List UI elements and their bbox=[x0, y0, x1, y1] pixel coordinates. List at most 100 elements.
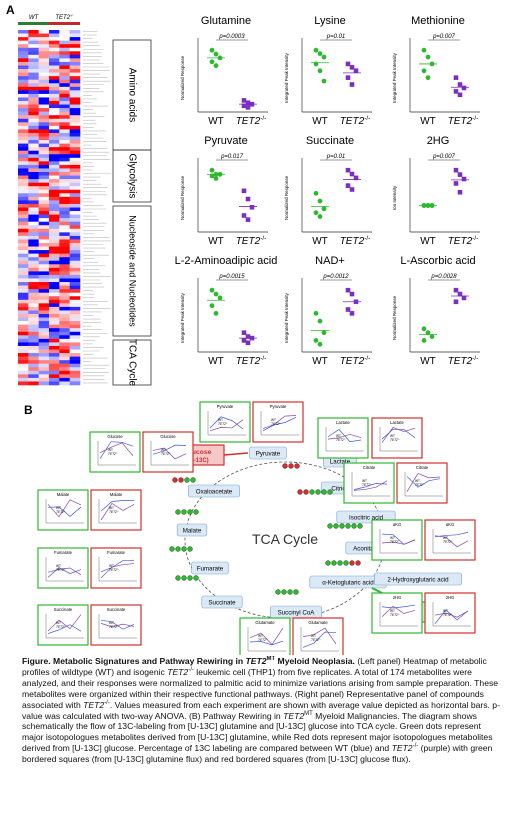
mini-line bbox=[100, 500, 135, 512]
heatmap-cell bbox=[59, 299, 70, 304]
heatmap-cell bbox=[38, 61, 50, 66]
plot-title: NAD+ bbox=[315, 255, 345, 267]
heatmap-cell bbox=[18, 93, 29, 98]
mini-plot-frame bbox=[199, 401, 251, 443]
heatmap-cell bbox=[59, 235, 70, 240]
heatmap-cell bbox=[49, 356, 60, 361]
mini-legend: WT bbox=[218, 418, 223, 422]
heatmap-cell bbox=[18, 314, 29, 318]
heatmap-cell bbox=[18, 331, 29, 336]
heatmap-cell bbox=[38, 310, 50, 315]
label: TET2-/- bbox=[340, 355, 371, 367]
heatmap-cell bbox=[49, 314, 60, 318]
plot-title: Methionine bbox=[411, 15, 465, 27]
heatmap-cell bbox=[69, 310, 81, 315]
heatmap-cell bbox=[69, 292, 81, 297]
heatmap-cell bbox=[49, 97, 60, 102]
mini-legend: WT bbox=[311, 634, 316, 638]
dot-tet2 bbox=[345, 75, 351, 80]
heatmap-cell bbox=[69, 83, 81, 88]
source-name: Glucose bbox=[185, 449, 212, 456]
heatmap-cell bbox=[38, 257, 50, 262]
heatmap-cell bbox=[49, 154, 60, 159]
heatmap-cell bbox=[38, 186, 50, 191]
heatmap-cell bbox=[38, 58, 50, 63]
heatmap-cell bbox=[28, 299, 39, 304]
heatmap-cell bbox=[69, 125, 81, 130]
group-label: Nucleoside and Nucleotides bbox=[128, 215, 138, 327]
heatmap-cell bbox=[69, 214, 81, 219]
heatmap-cell bbox=[18, 253, 29, 258]
heatmap-cell bbox=[18, 207, 29, 212]
heatmap-cell bbox=[28, 200, 39, 205]
plot-title: 2HG bbox=[427, 135, 450, 147]
heatmap-cell bbox=[49, 200, 60, 205]
isotopologue-dot bbox=[187, 546, 193, 552]
mini-line bbox=[327, 433, 362, 440]
heatmap-cell bbox=[59, 228, 70, 233]
mini-legend: WT bbox=[415, 479, 420, 483]
isotopologue-dot bbox=[175, 575, 181, 581]
heatmap-cell bbox=[49, 132, 60, 137]
heatmap-cell bbox=[18, 51, 29, 56]
heatmap-cell bbox=[18, 90, 29, 95]
label-base: TET2 bbox=[443, 540, 451, 544]
heatmap-cell bbox=[28, 278, 39, 283]
mini-plot-title: Citrate bbox=[416, 465, 429, 470]
heatmap-cell bbox=[59, 47, 70, 52]
label: TET2-/- bbox=[161, 452, 171, 456]
label: TET2-/- bbox=[109, 510, 119, 514]
mini-line bbox=[100, 563, 135, 579]
mini-line bbox=[406, 476, 441, 488]
heatmap-cell bbox=[69, 122, 81, 127]
heatmap-cell bbox=[69, 161, 81, 166]
mini-plot-frame bbox=[424, 519, 476, 561]
mini-legend: WT bbox=[109, 621, 114, 625]
mini-legend: WT bbox=[109, 506, 114, 510]
label-sup: -/- bbox=[117, 569, 119, 571]
heatmap-cell bbox=[59, 118, 70, 123]
heatmap-cell bbox=[49, 203, 60, 208]
dot-tet2 bbox=[345, 287, 351, 293]
heatmap-cell bbox=[49, 58, 60, 63]
heatmap-cell bbox=[28, 306, 39, 311]
label-sup: -/- bbox=[319, 639, 321, 641]
heatmap-cell bbox=[69, 289, 81, 293]
heatmap-cell bbox=[69, 97, 81, 102]
heatmap-cell bbox=[59, 54, 70, 59]
mini-line bbox=[100, 559, 135, 573]
label-sup: -/- bbox=[398, 541, 400, 543]
isotopologue-dot bbox=[193, 509, 199, 515]
heatmap-cell bbox=[69, 150, 81, 155]
heatmap-cell bbox=[38, 164, 50, 169]
heatmap-cell bbox=[28, 303, 39, 308]
heatmap-cell bbox=[69, 132, 81, 137]
mini-line bbox=[262, 415, 297, 429]
heatmap-cell bbox=[28, 274, 39, 279]
heatmap-cell bbox=[38, 44, 50, 49]
heatmap-cell bbox=[38, 168, 50, 173]
heatmap-cell bbox=[28, 232, 39, 237]
heatmap-cell bbox=[69, 72, 81, 77]
heatmap-cell bbox=[18, 97, 29, 102]
label-base: TET2 bbox=[258, 638, 266, 642]
isotopologue-dot bbox=[169, 546, 175, 552]
heatmap-cell bbox=[38, 292, 50, 297]
heatmap-cell bbox=[18, 37, 29, 41]
heatmap-cell bbox=[18, 296, 29, 301]
heatmap-cell bbox=[38, 367, 50, 372]
mini-plot-title: Glutamate bbox=[255, 620, 275, 625]
cycle-title: TCA Cycle bbox=[252, 531, 318, 547]
heatmap-cell bbox=[28, 203, 39, 208]
heatmap-cell bbox=[69, 118, 81, 123]
label: TET2-/- bbox=[336, 438, 346, 442]
label-sup: -/- bbox=[70, 13, 74, 18]
group-box bbox=[112, 205, 152, 337]
heatmap-cell bbox=[49, 342, 60, 347]
panel-label: B bbox=[24, 403, 33, 417]
heatmap-cell bbox=[28, 132, 39, 137]
heatmap-cell bbox=[18, 235, 29, 240]
heatmap-cell bbox=[49, 271, 60, 276]
label-base: TET2 bbox=[109, 568, 117, 572]
mini-plot-frame bbox=[89, 431, 141, 473]
